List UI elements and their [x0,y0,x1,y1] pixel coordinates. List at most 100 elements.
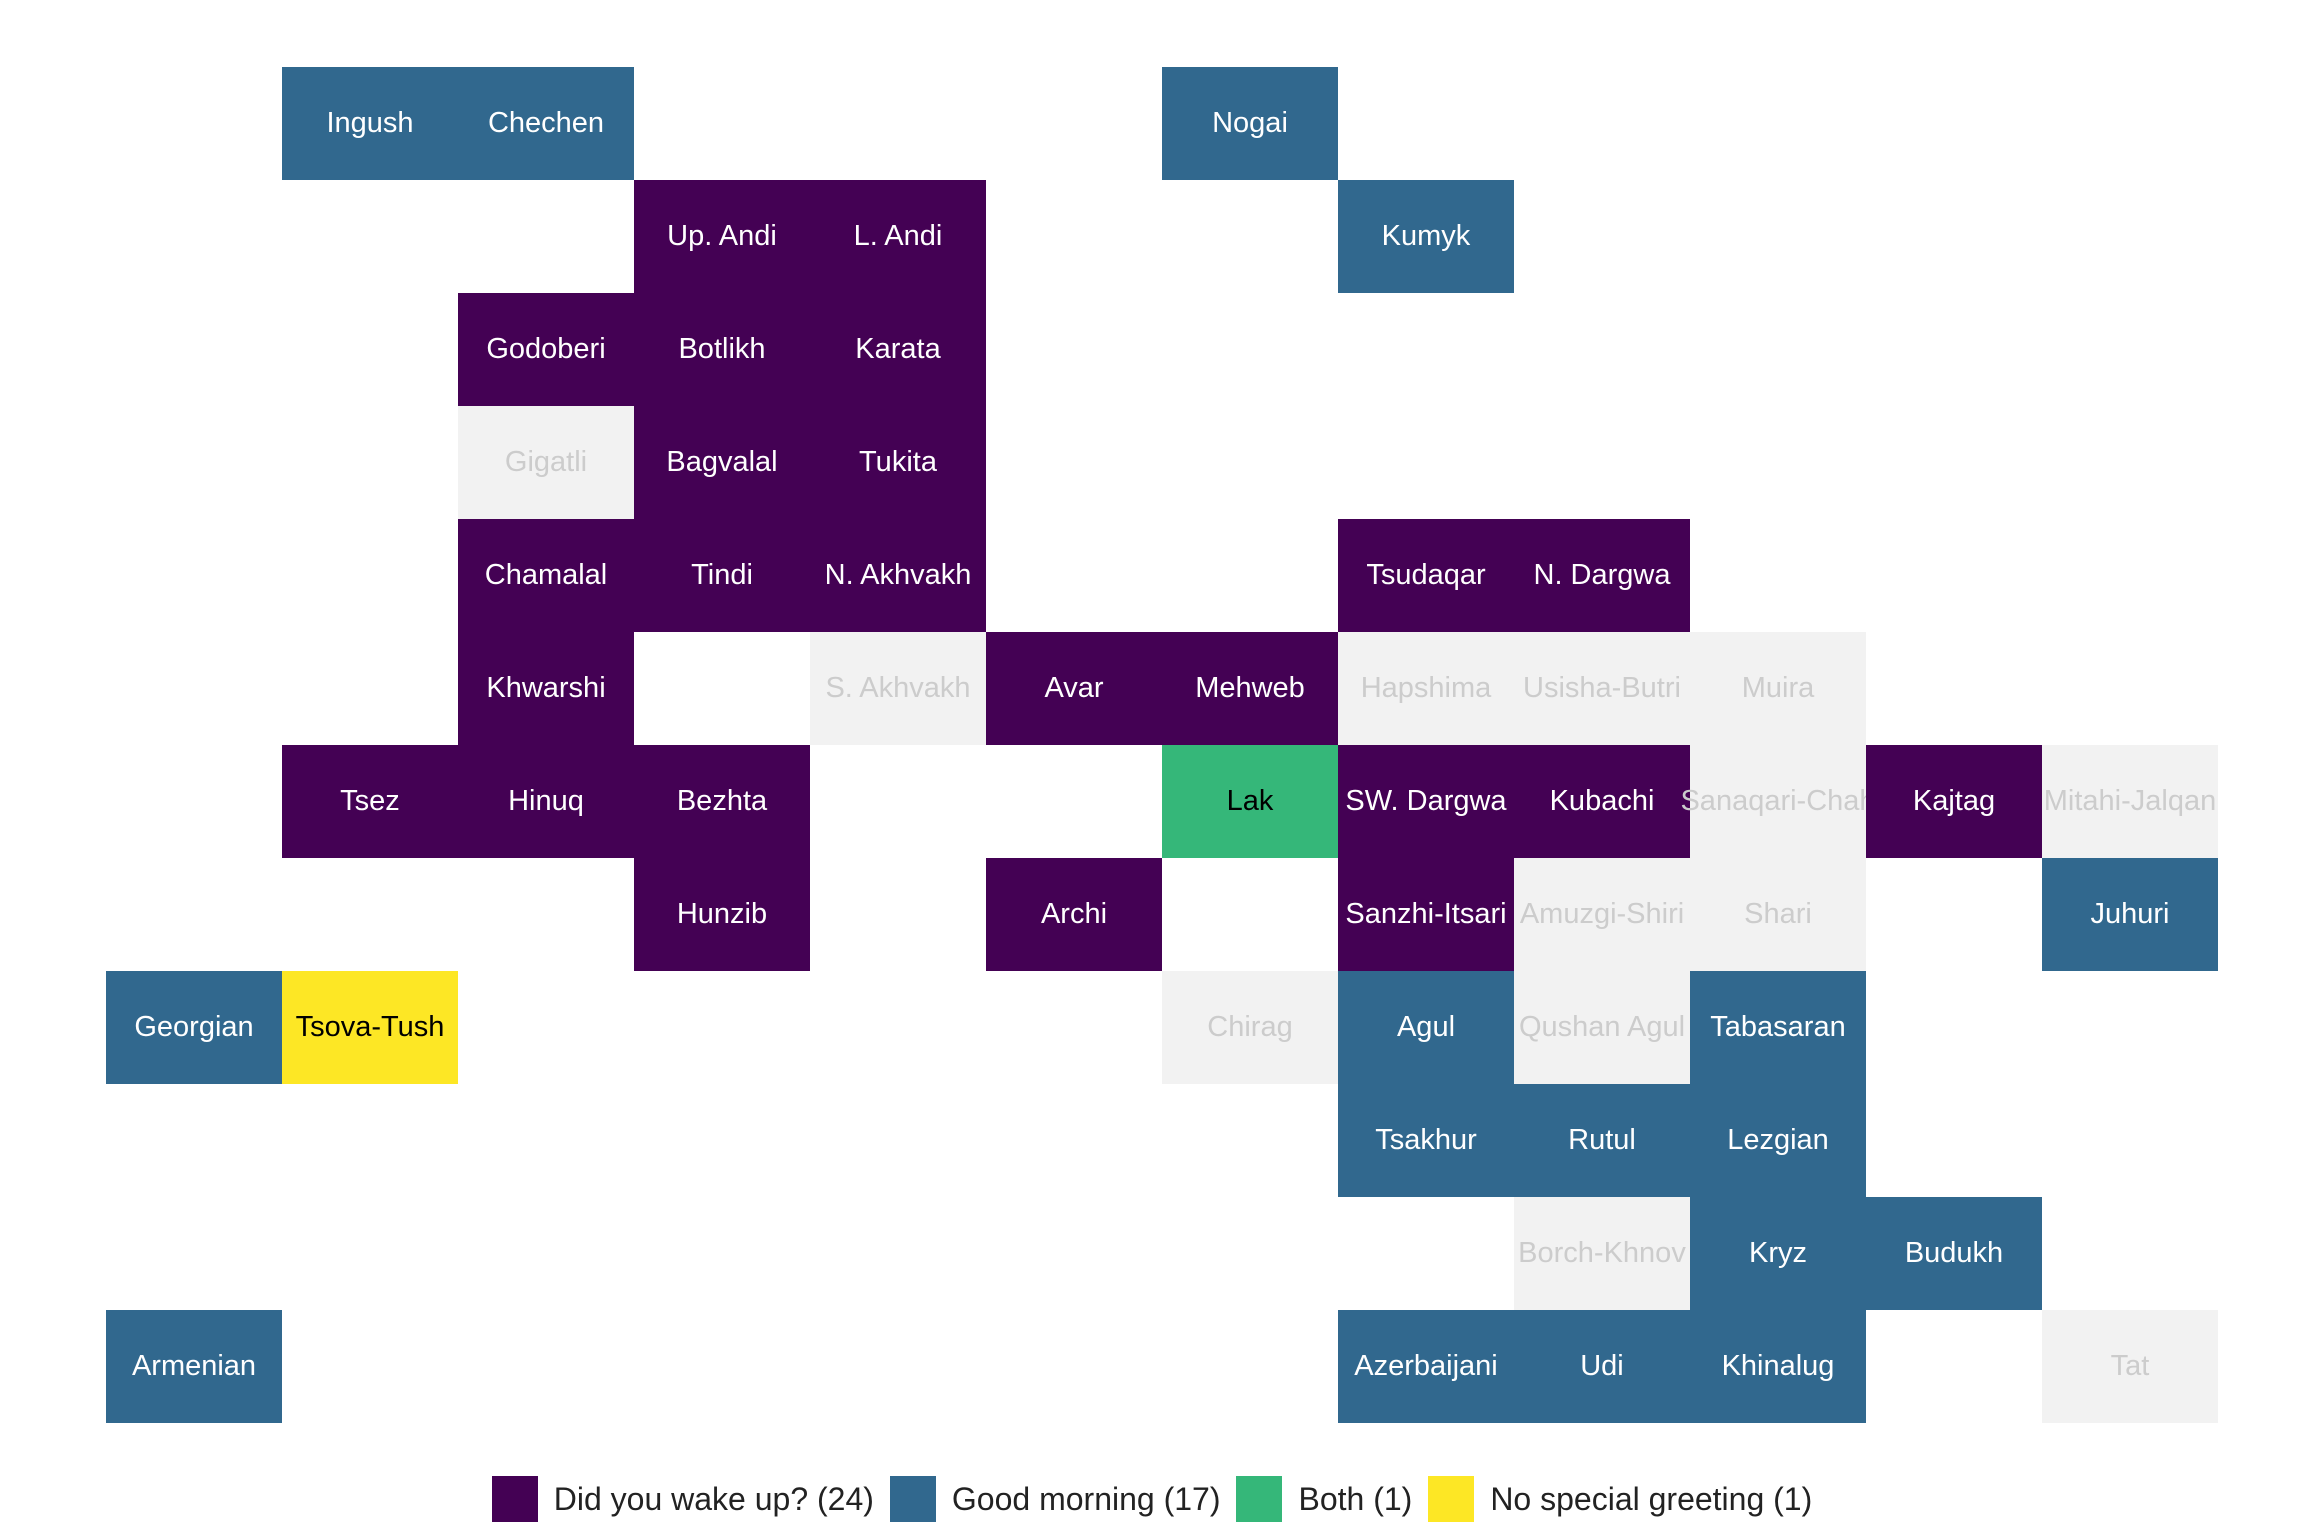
tile-label: Juhuri [2090,898,2170,930]
tile-archi: Archi [986,858,1162,971]
tile-n-dargwa: N. Dargwa [1514,519,1690,632]
tile-juhuri: Juhuri [2042,858,2218,971]
tile-label: L. Andi [853,220,943,252]
tile-label: Sanaqari-Chah [1680,785,1876,817]
tile-kubachi: Kubachi [1514,745,1690,858]
tile-azerbaijani: Azerbaijani [1338,1310,1514,1423]
tile-label: Tukita [859,446,937,478]
tile-tat: Tat [2042,1310,2218,1423]
tile-label: Tat [2110,1350,2150,1382]
tile-agul: Agul [1338,971,1514,1084]
tile-label: Bezhta [676,785,768,817]
tile-georgian: Georgian [106,971,282,1084]
tile-kryz: Kryz [1690,1197,1866,1310]
tile-sanzhi-itsari: Sanzhi-Itsari [1338,858,1514,971]
tile-label: Tsova-Tush [295,1011,445,1043]
tile-tsova-tush: Tsova-Tush [282,971,458,1084]
legend-item-none: No special greeting (1) [1428,1476,1812,1522]
tile-label: Borch-Khnov [1518,1237,1686,1269]
tile-label: Kumyk [1381,220,1471,252]
tile-chamalal: Chamalal [458,519,634,632]
tile-l-andi: L. Andi [810,180,986,293]
tile-label: Chechen [487,107,605,139]
tile-label: Chamalal [484,559,608,591]
tile-chechen: Chechen [458,67,634,180]
legend: Did you wake up? (24) Good morning (17) Bo… [0,1476,2304,1536]
tile-label: S. Akhvakh [825,672,971,704]
tile-tabasaran: Tabasaran [1690,971,1866,1084]
legend-swatch [491,1476,538,1522]
tile-label: Tindi [691,559,753,591]
tile-sw-dargwa: SW. Dargwa [1338,745,1514,858]
tile-khwarshi: Khwarshi [458,632,634,745]
tile-borch-khnov: Borch-Khnov [1514,1197,1690,1310]
tile-label: Kubachi [1549,785,1655,817]
tile-label: Qushan Agul [1518,1011,1686,1043]
tile-label: Khwarshi [486,672,606,704]
tile-label: Lak [1226,785,1274,817]
tile-lezgian: Lezgian [1690,1084,1866,1197]
legend-swatch [1236,1476,1283,1522]
tile-label: Tsudaqar [1366,559,1486,591]
tile-kajtag: Kajtag [1866,745,2042,858]
tile-udi: Udi [1514,1310,1690,1423]
tile-label: Amuzgi-Shiri [1519,898,1685,930]
legend-item-both: Both (1) [1236,1476,1412,1522]
tile-label: Botlikh [678,333,766,365]
tile-muira: Muira [1690,632,1866,745]
tile-label: Godoberi [486,333,606,365]
tile-label: Rutul [1568,1124,1636,1156]
tile-avar: Avar [986,632,1162,745]
tile-tukita: Tukita [810,406,986,519]
tile-label: SW. Dargwa [1345,785,1507,817]
tile-armenian: Armenian [106,1310,282,1423]
tile-s-akhvakh: S. Akhvakh [810,632,986,745]
tile-gigatli: Gigatli [458,406,634,519]
tile-sanaqari-chah: Sanaqari-Chah [1680,745,1876,858]
tile-label: Usisha-Butri [1523,672,1681,704]
tile-rutul: Rutul [1514,1084,1690,1197]
tile-label: Mehweb [1195,672,1305,704]
tile-label: Ingush [326,107,414,139]
tile-label: Nogai [1212,107,1288,139]
tile-karata: Karata [810,293,986,406]
tile-mitahi-jalqan: Mitahi-Jalqan [2042,745,2218,858]
legend-label: Did you wake up? (24) [553,1480,874,1517]
legend-label: Good morning (17) [951,1480,1221,1517]
legend-swatch [889,1476,936,1522]
tile-lak: Lak [1162,745,1338,858]
tile-label: Hunzib [676,898,768,930]
tile-label: Hinuq [508,785,584,817]
tile-label: Gigatli [504,446,588,478]
tile-label: Chirag [1207,1011,1293,1043]
tile-label: Azerbaijani [1354,1350,1498,1382]
tile-label: Armenian [131,1350,257,1382]
tile-label: Agul [1396,1011,1456,1043]
tile-usisha-butri: Usisha-Butri [1514,632,1690,745]
tile-n-akhvakh: N. Akhvakh [810,519,986,632]
tile-up-andi: Up. Andi [634,180,810,293]
tile-bagvalal: Bagvalal [634,406,810,519]
tile-hapshima: Hapshima [1338,632,1514,745]
tile-label: N. Akhvakh [824,559,972,591]
tile-shari: Shari [1690,858,1866,971]
legend-label: No special greeting (1) [1490,1480,1813,1517]
tile-label: Avar [1044,672,1104,704]
tile-ingush: Ingush [282,67,458,180]
tile-label: Khinalug [1721,1350,1835,1382]
tile-khinalug: Khinalug [1690,1310,1866,1423]
tile-label: Bagvalal [666,446,778,478]
tile-label: Mitahi-Jalqan [2043,785,2217,817]
tile-label: Archi [1040,898,1108,930]
tile-godoberi: Godoberi [458,293,634,406]
tile-chirag: Chirag [1162,971,1338,1084]
tile-label: Kajtag [1912,785,1996,817]
tile-label: N. Dargwa [1533,559,1671,591]
legend-item-morning: Good morning (17) [889,1476,1221,1522]
tile-amuzgi-shiri: Amuzgi-Shiri [1514,858,1690,971]
legend-swatch [1428,1476,1475,1522]
tile-label: Tsez [340,785,400,817]
tile-bezhta: Bezhta [634,745,810,858]
tile-label: Shari [1744,898,1812,930]
tile-label: Sanzhi-Itsari [1345,898,1507,930]
